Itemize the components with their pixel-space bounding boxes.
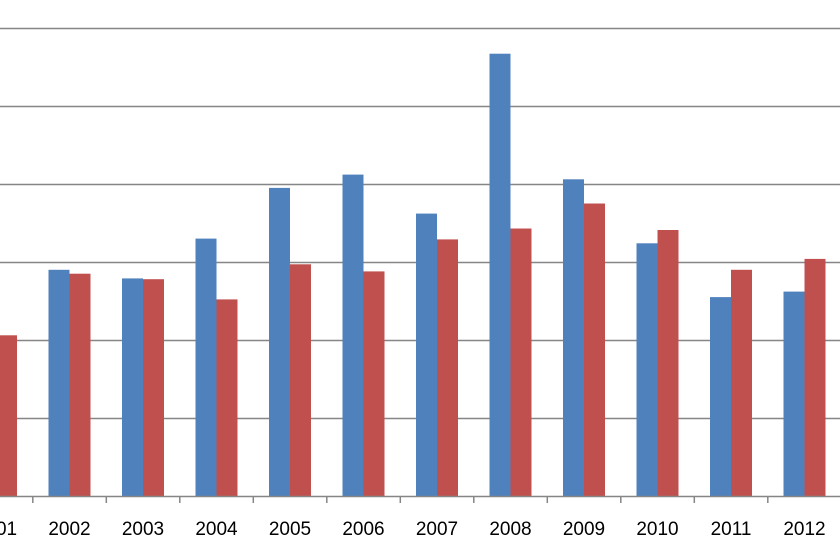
- x-tick-label-2011: 2011: [711, 519, 752, 540]
- bars: [0, 53, 826, 497]
- x-tick-label-2003: 2003: [122, 519, 164, 540]
- bar-series-2-2008: [510, 228, 532, 496]
- bar-series-2-2005: [290, 264, 311, 496]
- bar-series-1-2002: [48, 269, 70, 496]
- bar-series-1-2005: [269, 187, 290, 496]
- bar-series-1-2003: [122, 278, 143, 496]
- bar-series-2-2011: [731, 269, 752, 496]
- bar-series-2-2012: [804, 258, 826, 496]
- bar-series-1-2008: [489, 53, 511, 496]
- x-axis-labels: 2001 2002 2003 2004 2005 2006 2007 2008 2009 2010…: [0, 519, 826, 540]
- x-tick-label-2006: 2006: [342, 519, 384, 540]
- bar-series-2-2004: [216, 299, 238, 496]
- x-tick-label-2002: 2002: [48, 519, 90, 540]
- bar-series-1-2011: [710, 297, 731, 496]
- x-tick-label-2010: 2010: [636, 519, 678, 540]
- x-tick-label-2009: 2009: [563, 519, 605, 540]
- x-tick-label-2008: 2008: [489, 519, 531, 540]
- bar-series-1-2007: [416, 213, 437, 496]
- bar-series-1-2004: [195, 238, 217, 496]
- bar-series-2-2003: [143, 279, 164, 496]
- bar-series-1-2009: [563, 179, 584, 497]
- x-tick-label-2001: 2001: [0, 519, 17, 540]
- bar-series-1-2010: [636, 243, 658, 496]
- bar-series-2-2007: [437, 239, 458, 496]
- bar-series-2-2001: [0, 335, 17, 496]
- bar-series-1-2006: [342, 174, 364, 496]
- bar-series-1-2012: [783, 291, 805, 496]
- x-tick-label-2005: 2005: [269, 519, 311, 540]
- bar-series-2-2009: [584, 203, 605, 496]
- bar-series-2-2002: [69, 273, 91, 496]
- bar-series-2-2006: [363, 271, 385, 496]
- x-tick-label-2012: 2012: [783, 519, 825, 540]
- x-tick-label-2004: 2004: [195, 519, 238, 540]
- bar-series-2-2010: [657, 230, 679, 496]
- x-tick-label-2007: 2007: [416, 519, 458, 540]
- x-axis-ticks: [32, 496, 769, 503]
